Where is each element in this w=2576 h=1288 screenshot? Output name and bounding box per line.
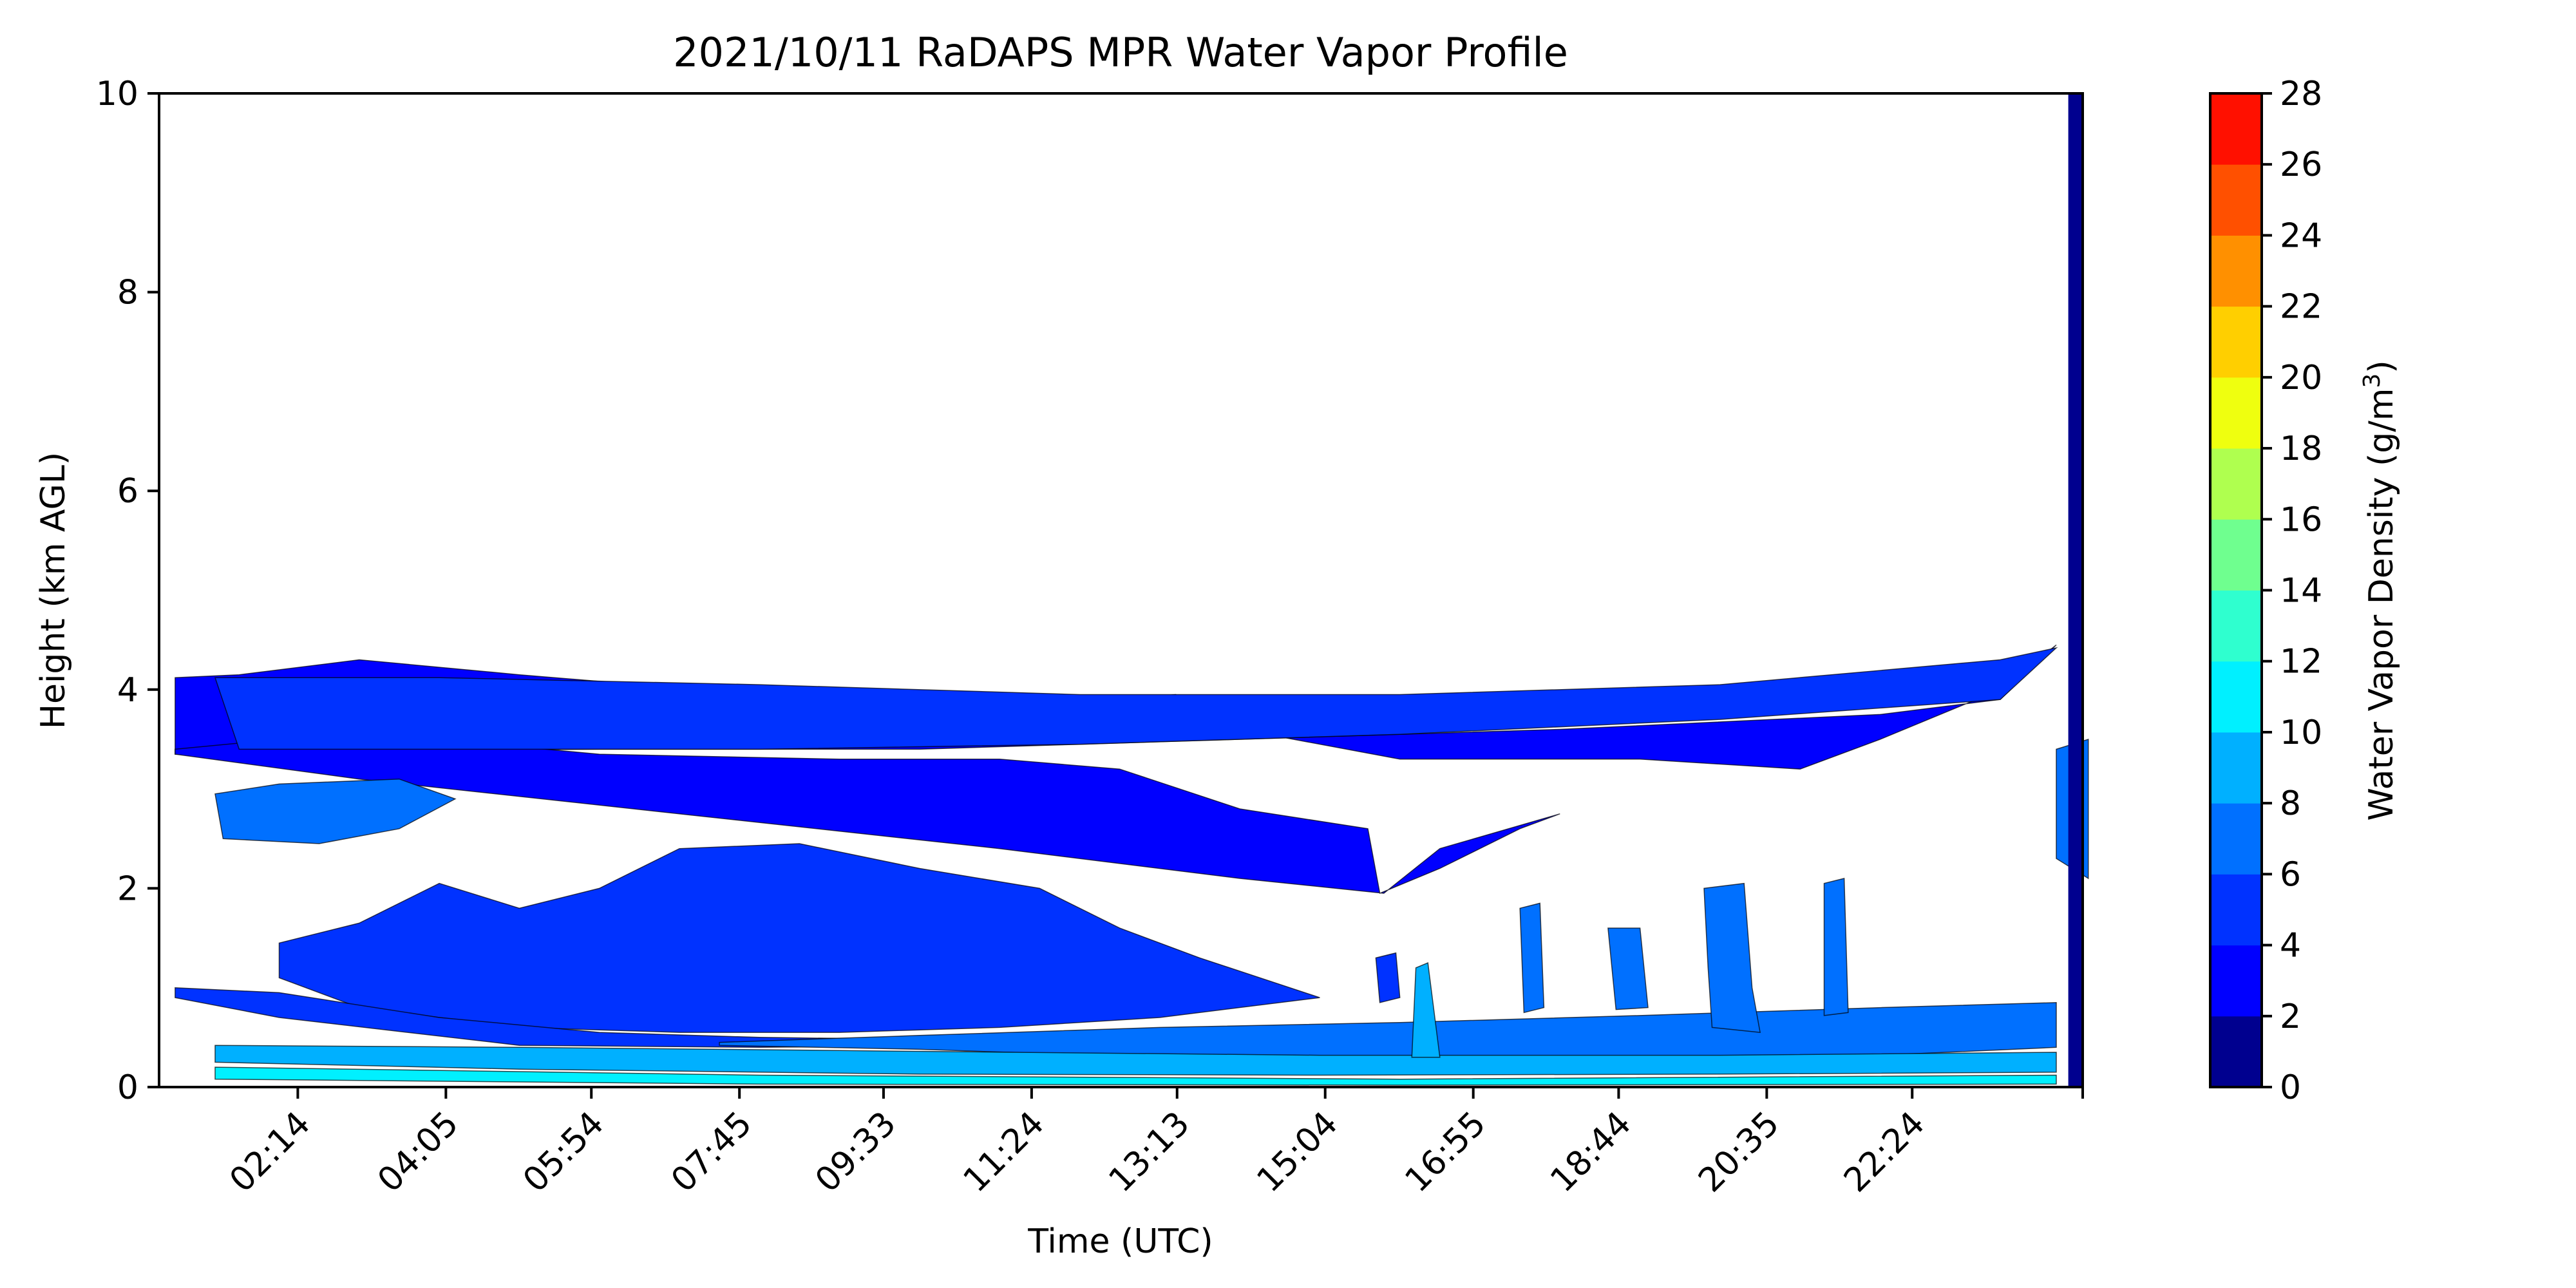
colorbar-tick-label: 16 xyxy=(2280,500,2322,539)
colorbar-tick-label: 28 xyxy=(2280,75,2322,113)
colorbar-label-close: ) xyxy=(2362,360,2401,373)
y-tick-label: 4 xyxy=(117,671,138,710)
y-tick-label: 2 xyxy=(117,869,138,908)
colorbar-tick-label: 8 xyxy=(2280,784,2301,823)
colorbar-label: Water Vapor Density (g/m3) xyxy=(2359,360,2401,820)
contour-band-4-6-2 xyxy=(214,647,2058,750)
x-tick-label: 02:14 xyxy=(222,1104,317,1200)
x-tick-label: 04:05 xyxy=(370,1104,466,1200)
contour-bands xyxy=(175,93,2089,1087)
y-tick-label: 6 xyxy=(117,472,138,511)
x-tick-label: 18:44 xyxy=(1543,1104,1638,1200)
colorbar-swatch-4 xyxy=(2210,874,2262,946)
y-tick-label: 8 xyxy=(117,274,138,312)
colorbar-tick-label: 12 xyxy=(2280,643,2322,681)
x-tick-label: 07:45 xyxy=(664,1104,759,1200)
x-tick-label: 13:13 xyxy=(1102,1104,1197,1200)
x-tick-label: 22:24 xyxy=(1837,1104,1932,1200)
colorbar-tick-label: 6 xyxy=(2280,855,2301,894)
colorbar-tick-label: 20 xyxy=(2280,359,2322,397)
contour-band-6-8-8 xyxy=(1519,902,1545,1014)
plot-area xyxy=(158,92,2089,1088)
colorbar-label-sup: 3 xyxy=(2359,374,2385,388)
y-axis: 0 2 4 6 8 10 xyxy=(96,75,159,1107)
contour-band-6-8-9 xyxy=(1703,882,1761,1033)
colorbar-tick-label: 14 xyxy=(2280,572,2322,611)
colorbar-tick-label: 4 xyxy=(2280,927,2301,965)
x-tick-label: 11:24 xyxy=(956,1104,1052,1200)
contour-band-4-6-5 xyxy=(1375,952,1401,1003)
x-tick-label: 05:54 xyxy=(516,1104,611,1200)
colorbar-swatch-14 xyxy=(2210,519,2262,591)
colorbar-tick-label: 10 xyxy=(2280,714,2322,752)
colorbar-swatch-8 xyxy=(2210,732,2262,804)
colorbar-swatch-2 xyxy=(2210,945,2262,1017)
plot-frame xyxy=(158,92,2084,1088)
colorbar-label-main: Water Vapor Density (g/m xyxy=(2362,388,2401,821)
colorbar-swatch-20 xyxy=(2210,306,2262,378)
colorbar-tick-label: 26 xyxy=(2280,146,2322,184)
colorbar-tick-label: 22 xyxy=(2280,288,2322,327)
contour-band-6-8-11 xyxy=(1607,927,1649,1010)
colorbar-tick-label: 18 xyxy=(2280,430,2322,468)
colorbar-swatch-26 xyxy=(2210,93,2262,165)
colorbar-swatch-6 xyxy=(2210,803,2262,875)
x-tick-label: 09:33 xyxy=(808,1104,904,1200)
contour-band-6-8-6 xyxy=(214,778,457,844)
x-axis: 02:14 04:05 05:54 07:45 09:33 11:24 13:13 15:04… xyxy=(222,1087,2084,1200)
contour-band-10-12-15 xyxy=(214,1066,2057,1086)
contour-band-8-10-14 xyxy=(1411,962,1441,1058)
y-tick-label: 0 xyxy=(117,1068,138,1107)
x-tick-label: 16:55 xyxy=(1397,1104,1493,1200)
colorbar-tick-label: 0 xyxy=(2280,1068,2301,1107)
colorbar-tick-label: 24 xyxy=(2280,216,2322,255)
chart-title: 2021/10/11 RaDAPS MPR Water Vapor Profil… xyxy=(673,29,1568,76)
x-tick-label: 20:35 xyxy=(1691,1104,1786,1200)
x-tick-label: 15:04 xyxy=(1250,1104,1345,1200)
contour-strip-right xyxy=(2068,93,2083,1087)
colorbar-swatch-24 xyxy=(2210,164,2262,236)
colorbar-swatch-18 xyxy=(2210,377,2262,449)
colorbar-swatch-16 xyxy=(2210,448,2262,520)
contour-band-8-10-13 xyxy=(214,1045,2057,1076)
contour-band-6-8-10 xyxy=(1823,878,1849,1016)
colorbar-swatch-0 xyxy=(2210,1016,2262,1088)
colorbar-swatch-22 xyxy=(2210,235,2262,307)
colorbar-swatch-10 xyxy=(2210,661,2262,733)
colorbar-swatch-12 xyxy=(2210,590,2262,662)
colorbar-tick-label: 2 xyxy=(2280,998,2301,1036)
y-axis-label: Height (km AGL) xyxy=(34,452,73,729)
y-tick-label: 10 xyxy=(96,75,138,113)
x-axis-label: Time (UTC) xyxy=(1027,1222,1213,1261)
